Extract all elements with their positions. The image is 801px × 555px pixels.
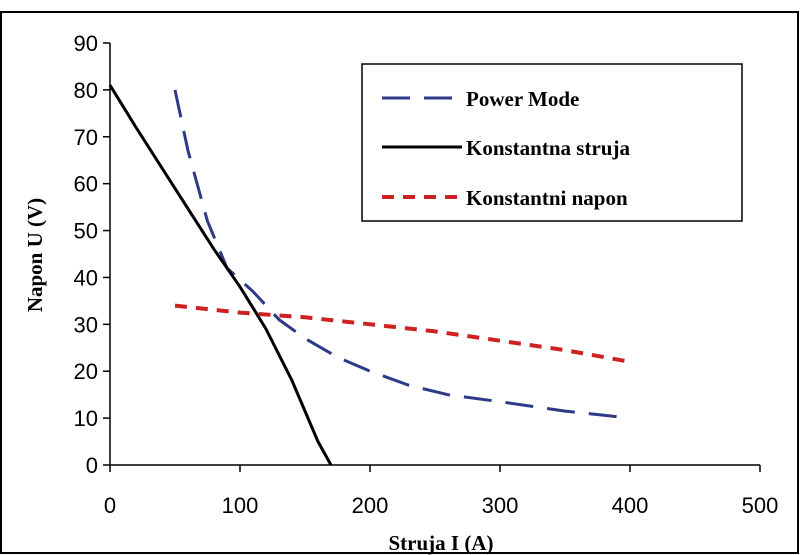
- y-tick-label: 50: [74, 219, 98, 244]
- y-tick-label: 40: [74, 265, 98, 290]
- x-axis-ticks: 0 100 200 300 400 500: [104, 465, 778, 518]
- y-tick-label: 30: [74, 312, 98, 337]
- y-tick-label: 20: [74, 359, 98, 384]
- y-tick-label: 0: [86, 453, 98, 478]
- x-tick-label: 400: [612, 493, 649, 518]
- x-tick-label: 100: [222, 493, 259, 518]
- series-line-1: [108, 84, 333, 466]
- legend-box: [361, 63, 743, 222]
- x-tick-label: 200: [352, 493, 389, 518]
- x-tick-label: 0: [104, 493, 116, 518]
- series-line-0: [173, 89, 631, 420]
- y-tick-label: 80: [74, 78, 98, 103]
- x-tick-label: 500: [742, 493, 779, 518]
- legend-label: Power Mode: [466, 87, 579, 111]
- y-tick-label: 60: [74, 172, 98, 197]
- y-axis-ticks: 0 10 20 30 40 50 60 70 80 90: [74, 31, 110, 478]
- y-tick-label: 10: [74, 406, 98, 431]
- legend-label: Konstantna struja: [466, 136, 630, 160]
- series-line-2: [174, 303, 631, 364]
- legend-label: Konstantni napon: [466, 186, 628, 210]
- y-tick-label: 70: [74, 125, 98, 150]
- x-axis-title: Struja I (A): [389, 531, 494, 555]
- series-layer: [108, 84, 631, 466]
- y-axis-title: Napon U (V): [23, 198, 47, 312]
- x-tick-label: 300: [482, 493, 519, 518]
- legend: Power Mode Konstantna struja Konstantni na…: [361, 63, 743, 222]
- y-tick-label: 90: [74, 31, 98, 56]
